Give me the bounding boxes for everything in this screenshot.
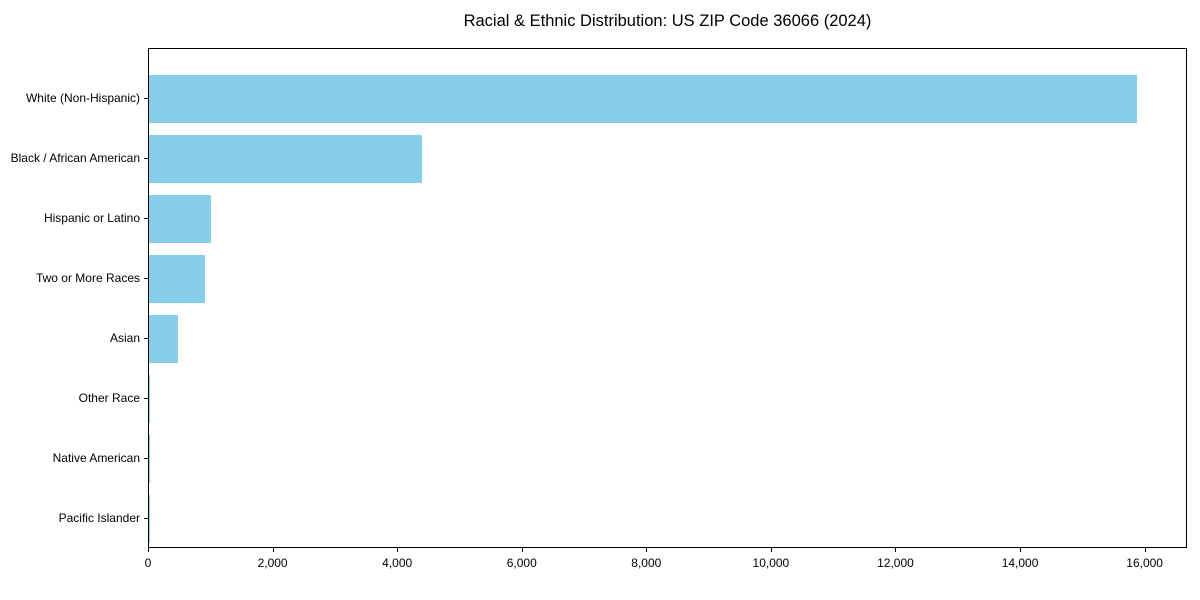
x-tick-label: 16,000 [1126,556,1163,570]
y-tick-label: Asian [109,330,140,345]
bar-black-african-american [149,134,422,183]
x-tick-mark [521,548,523,552]
x-tick-mark [1144,548,1146,552]
y-tick-label: Black / African American [10,150,140,165]
x-tick-label: 0 [144,556,152,570]
bar-two-or-more-races [149,254,206,303]
y-tick-mark [144,97,148,99]
bar-white-non-hispanic [149,74,1137,123]
x-tick-mark [770,548,772,552]
x-tick-mark [646,548,648,552]
x-tick-mark [1020,548,1022,552]
y-tick-mark [144,157,148,159]
y-tick-mark [144,277,148,279]
x-tick-label: 2,000 [257,556,288,570]
x-tick-label: 14,000 [1001,556,1039,570]
y-tick-mark [144,457,148,459]
bar-native-american [149,434,150,483]
bar-other-race [149,374,151,423]
x-tick-label: 8,000 [631,556,662,570]
x-tick-label: 12,000 [877,556,914,570]
y-tick-label: Native American [52,450,140,465]
y-tick-label: Pacific Islander [58,510,140,525]
x-tick-label: 10,000 [752,556,790,570]
x-tick-mark [148,548,149,552]
x-tick-mark [895,548,897,552]
x-tick-mark [272,548,274,552]
x-tick-label: 4,000 [382,556,413,570]
y-tick-mark [144,397,148,399]
y-tick-label: White (Non-Hispanic) [25,90,140,105]
y-tick-mark [144,337,148,339]
plot-area [148,48,1187,548]
chart-title: Racial & Ethnic Distribution: US ZIP Cod… [463,12,872,30]
y-tick-label: Other Race [78,390,140,405]
x-tick-label: 6,000 [506,556,537,570]
y-tick-mark [144,517,148,519]
bar-asian [149,314,178,363]
y-tick-label: Two or More Races [35,270,140,285]
x-tick-mark [397,548,399,552]
y-tick-mark [144,217,148,219]
y-tick-label: Hispanic or Latino [43,210,140,225]
bar-hispanic-or-latino [149,194,212,243]
